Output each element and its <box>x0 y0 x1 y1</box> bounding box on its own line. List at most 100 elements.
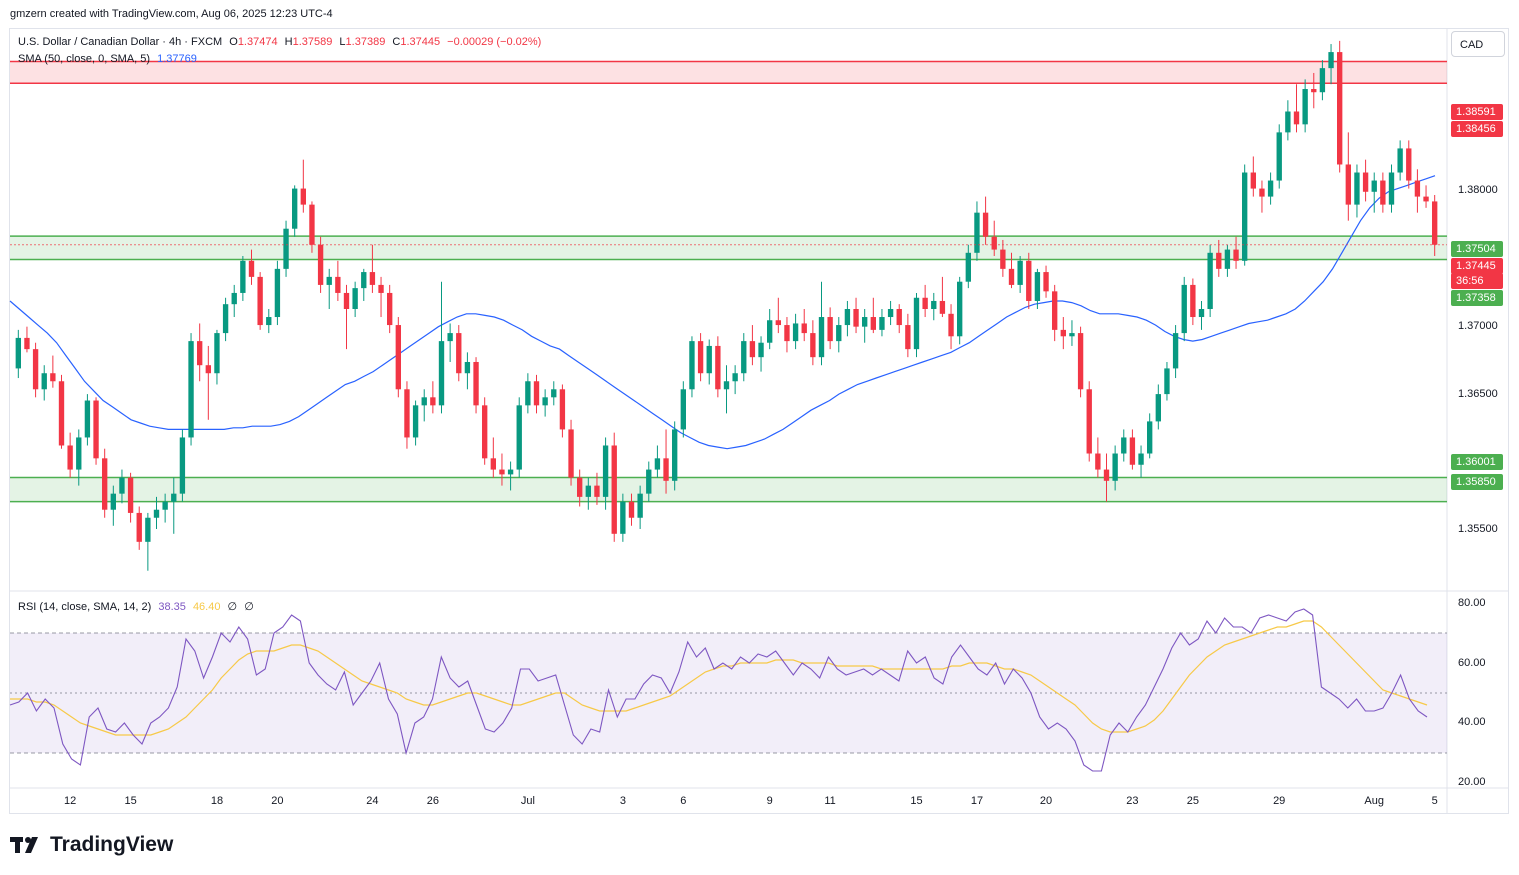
candle-body <box>1164 368 1170 395</box>
candle-body <box>1207 252 1213 309</box>
candle <box>369 244 376 293</box>
tradingview-logo[interactable]: TradingView <box>10 833 173 857</box>
candle <box>905 313 911 358</box>
candle-body <box>1319 68 1326 93</box>
candle <box>300 159 306 213</box>
candle <box>827 307 833 350</box>
candle-body <box>982 212 989 237</box>
candle-body <box>1406 148 1412 181</box>
candle-body <box>456 333 462 374</box>
currency-button[interactable]: CAD <box>1451 31 1505 57</box>
candle <box>1172 325 1179 379</box>
candle <box>1380 172 1386 213</box>
candle <box>1276 124 1282 189</box>
candle <box>1397 140 1403 181</box>
candle-body <box>197 341 203 366</box>
support2-top-tag: 1.36001 <box>1451 454 1503 470</box>
candle <box>361 268 367 301</box>
rsi-legend[interactable]: RSI (14, close, SMA, 14, 2) 38.35 46.40 … <box>18 600 258 613</box>
candle-body <box>637 493 643 518</box>
low-value: 1.37389 <box>345 36 386 48</box>
candle <box>879 309 885 337</box>
candle <box>292 185 298 237</box>
support-1-zone <box>10 236 1447 260</box>
candle-body <box>1103 469 1110 481</box>
candle-body <box>1129 437 1136 465</box>
close-label: C <box>392 36 401 48</box>
candle-body <box>1095 453 1101 470</box>
date-label: 18 <box>210 795 224 807</box>
candle-body <box>67 445 73 470</box>
candle <box>1293 84 1300 133</box>
candle <box>421 389 427 422</box>
candle-body <box>551 389 557 398</box>
sma-legend[interactable]: SMA (50, close, 0, SMA, 5) 1.37769 <box>18 53 201 65</box>
candle <box>1267 172 1274 205</box>
candle-body <box>412 405 419 438</box>
candle-body <box>836 325 842 342</box>
date-label: Jul <box>520 795 535 807</box>
candle <box>1311 72 1317 109</box>
candle <box>145 512 151 571</box>
candle-body <box>257 276 263 326</box>
candle-body <box>1345 164 1351 205</box>
candle <box>723 365 730 414</box>
candle <box>646 461 652 502</box>
candle <box>1164 361 1170 401</box>
rsi-line <box>9 608 1428 772</box>
candle-body <box>127 477 134 513</box>
candle-body <box>1121 437 1127 454</box>
candle-body <box>905 325 911 350</box>
date-label: 17 <box>970 795 984 807</box>
candle <box>784 317 790 353</box>
price-axis-label: 1.38000 <box>1458 184 1498 196</box>
candle <box>732 365 738 395</box>
candle-body <box>309 204 315 245</box>
sma-value: 1.37769 <box>157 53 197 65</box>
date-label: 23 <box>1126 795 1139 807</box>
candle-body <box>1077 333 1084 390</box>
candle-body <box>810 333 816 358</box>
candle-body <box>913 297 920 350</box>
candle <box>1103 453 1110 502</box>
candle-body <box>922 297 928 309</box>
rsi-value: 38.35 <box>158 601 186 613</box>
open-value: 1.37474 <box>237 36 278 48</box>
candle-body <box>1086 389 1092 454</box>
date-label: 11 <box>824 795 836 807</box>
candle-body <box>24 337 30 350</box>
candle <box>1034 268 1041 309</box>
candle <box>862 309 868 343</box>
candle-body <box>76 437 82 470</box>
candle <box>231 284 237 318</box>
candle-body <box>559 389 566 430</box>
candle <box>1259 180 1265 213</box>
candle-body <box>853 309 859 327</box>
candle <box>775 297 781 334</box>
date-label: 12 <box>63 795 77 807</box>
candle <box>102 448 108 518</box>
candle <box>507 461 514 491</box>
date-label: 24 <box>366 795 379 807</box>
symbol-name[interactable]: U.S. Dollar / Canadian Dollar · 4h · FXC… <box>18 36 223 48</box>
candle <box>516 397 522 478</box>
candle <box>680 381 686 438</box>
candle-body <box>663 458 669 481</box>
candle-body <box>171 493 177 502</box>
candle <box>568 419 574 486</box>
candle-body <box>948 313 954 337</box>
candle <box>32 342 39 398</box>
candle <box>1138 445 1144 478</box>
candle <box>1052 284 1058 342</box>
candle-body <box>672 429 678 481</box>
candle-body <box>266 317 272 326</box>
candle-body <box>1043 272 1049 292</box>
candle <box>464 352 471 390</box>
candle-body <box>1216 252 1222 269</box>
candle <box>689 336 695 398</box>
candle-body <box>464 361 471 374</box>
candle-body <box>93 400 99 459</box>
candle-body <box>602 445 609 497</box>
candle-body <box>594 485 600 497</box>
